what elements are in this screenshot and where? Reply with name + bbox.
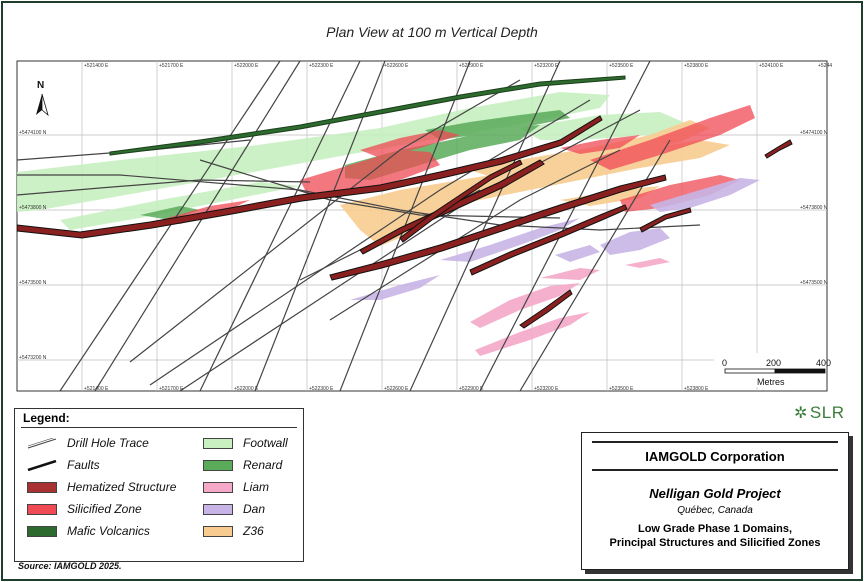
legend-label: Silicified Zone [67, 502, 142, 516]
coordinate-labels: +521400 E +521700 E +522000 E +522300 E … [19, 63, 832, 392]
faults-swatch [27, 460, 57, 471]
legend-label: Footwall [243, 436, 288, 450]
legend-divider [21, 427, 297, 428]
map-title: Plan View at 100 m Vertical Depth [326, 24, 538, 40]
legend-item-dan: Dan [203, 502, 298, 517]
easting-bottom-label: +523500 E [609, 386, 634, 392]
hematized-structures [17, 115, 793, 329]
easting-top-label: +5244 [818, 63, 832, 69]
northing-left-label: +5474100 N [19, 130, 47, 136]
northing-left-label: +5473500 N [19, 280, 47, 286]
northing-right-label: +5473500 N [800, 280, 828, 286]
easting-top-label: +522900 E [459, 63, 484, 69]
title-block-top-rule [592, 441, 838, 443]
hematized-structure-swatch [27, 482, 57, 493]
northing-left-label: +5473800 N [19, 205, 47, 211]
silicified-zone-swatch [27, 504, 57, 515]
scale-bar: 0 200 400 Metres [714, 353, 831, 387]
dan-domains [350, 178, 760, 300]
easting-top-label: +522600 E [384, 63, 409, 69]
easting-top-label: +521400 E [84, 63, 109, 69]
legend-label: Drill Hole Trace [67, 436, 149, 450]
title-block-mid-rule [592, 469, 838, 471]
mafic-volcanics-swatch [27, 526, 57, 537]
easting-bottom-label: +522000 E [234, 386, 259, 392]
easting-top-label: +522300 E [309, 63, 334, 69]
scale-tick-0: 0 [722, 358, 727, 368]
legend-item-liam: Liam [203, 480, 298, 495]
north-label: N [37, 80, 44, 91]
legend-item-hematized-structure: Hematized Structure [27, 480, 177, 495]
easting-top-label: +523200 E [534, 63, 559, 69]
legend-label: Dan [243, 502, 266, 516]
easting-top-label: +522000 E [234, 63, 259, 69]
easting-bottom-label: +523800 E [684, 386, 709, 392]
slr-star-icon: ✲ [794, 405, 808, 422]
legend-label: Faults [67, 458, 100, 472]
footwall-swatch [203, 438, 233, 449]
scale-tick-400: 400 [816, 358, 831, 368]
northing-right-label: +5473800 N [800, 205, 828, 211]
northing-left-label: +5473200 N [19, 355, 47, 361]
easting-bottom-label: +522600 E [384, 386, 409, 392]
project-location: Québec, Canada [677, 505, 753, 516]
legend-label: Renard [243, 458, 283, 472]
legend-item-drill-hole-trace: Drill Hole Trace [27, 436, 157, 451]
logo-text: SLR [809, 403, 845, 422]
mafic-volcanics-band [109, 75, 626, 156]
figure-description-line1: Low Grade Phase 1 Domains, [637, 523, 793, 535]
drill-hole-trace-swatch [27, 438, 57, 449]
legend-label: Mafic Volcanics [67, 524, 150, 538]
legend-item-mafic-volcanics: Mafic Volcanics [27, 524, 157, 539]
legend-panel: Legend: Drill Hole Trace Faults Hematize… [14, 408, 304, 562]
source-note: Source: IAMGOLD 2025. [18, 561, 122, 571]
company-name: IAMGOLD Corporation [645, 449, 785, 464]
legend-item-faults: Faults [27, 458, 157, 473]
renard-swatch [203, 460, 233, 471]
easting-top-label: +523800 E [684, 63, 709, 69]
scale-unit: Metres [757, 377, 785, 387]
scale-tick-200: 200 [766, 358, 781, 368]
project-name: Nelligan Gold Project [649, 486, 781, 501]
easting-top-label: +521700 E [159, 63, 184, 69]
legend-item-footwall: Footwall [203, 436, 298, 451]
legend-item-renard: Renard [203, 458, 298, 473]
legend-label: Z36 [243, 524, 264, 538]
dan-swatch [203, 504, 233, 515]
z36-swatch [203, 526, 233, 537]
legend-item-z36: Z36 [203, 524, 298, 539]
legend-item-silicified-zone: Silicified Zone [27, 502, 157, 517]
figure-description-line2: Principal Structures and Silicified Zone… [609, 537, 821, 549]
legend-label: Liam [243, 480, 270, 494]
easting-bottom-label: +521400 E [84, 386, 109, 392]
liam-swatch [203, 482, 233, 493]
easting-top-label: +523500 E [609, 63, 634, 69]
north-arrow-icon: N [36, 80, 49, 117]
legend-title: Legend: [23, 411, 70, 425]
title-block: IAMGOLD Corporation Nelligan Gold Projec… [581, 432, 849, 570]
easting-top-label: +524100 E [759, 63, 784, 69]
northing-right-label: +5474100 N [800, 130, 828, 136]
easting-bottom-label: +521700 E [159, 386, 184, 392]
easting-bottom-label: +522300 E [309, 386, 334, 392]
easting-bottom-label: +522900 E [459, 386, 484, 392]
easting-bottom-label: +523200 E [534, 386, 559, 392]
slr-logo: ✲ SLR [794, 403, 844, 423]
legend-label: Hematized Structure [67, 480, 177, 494]
